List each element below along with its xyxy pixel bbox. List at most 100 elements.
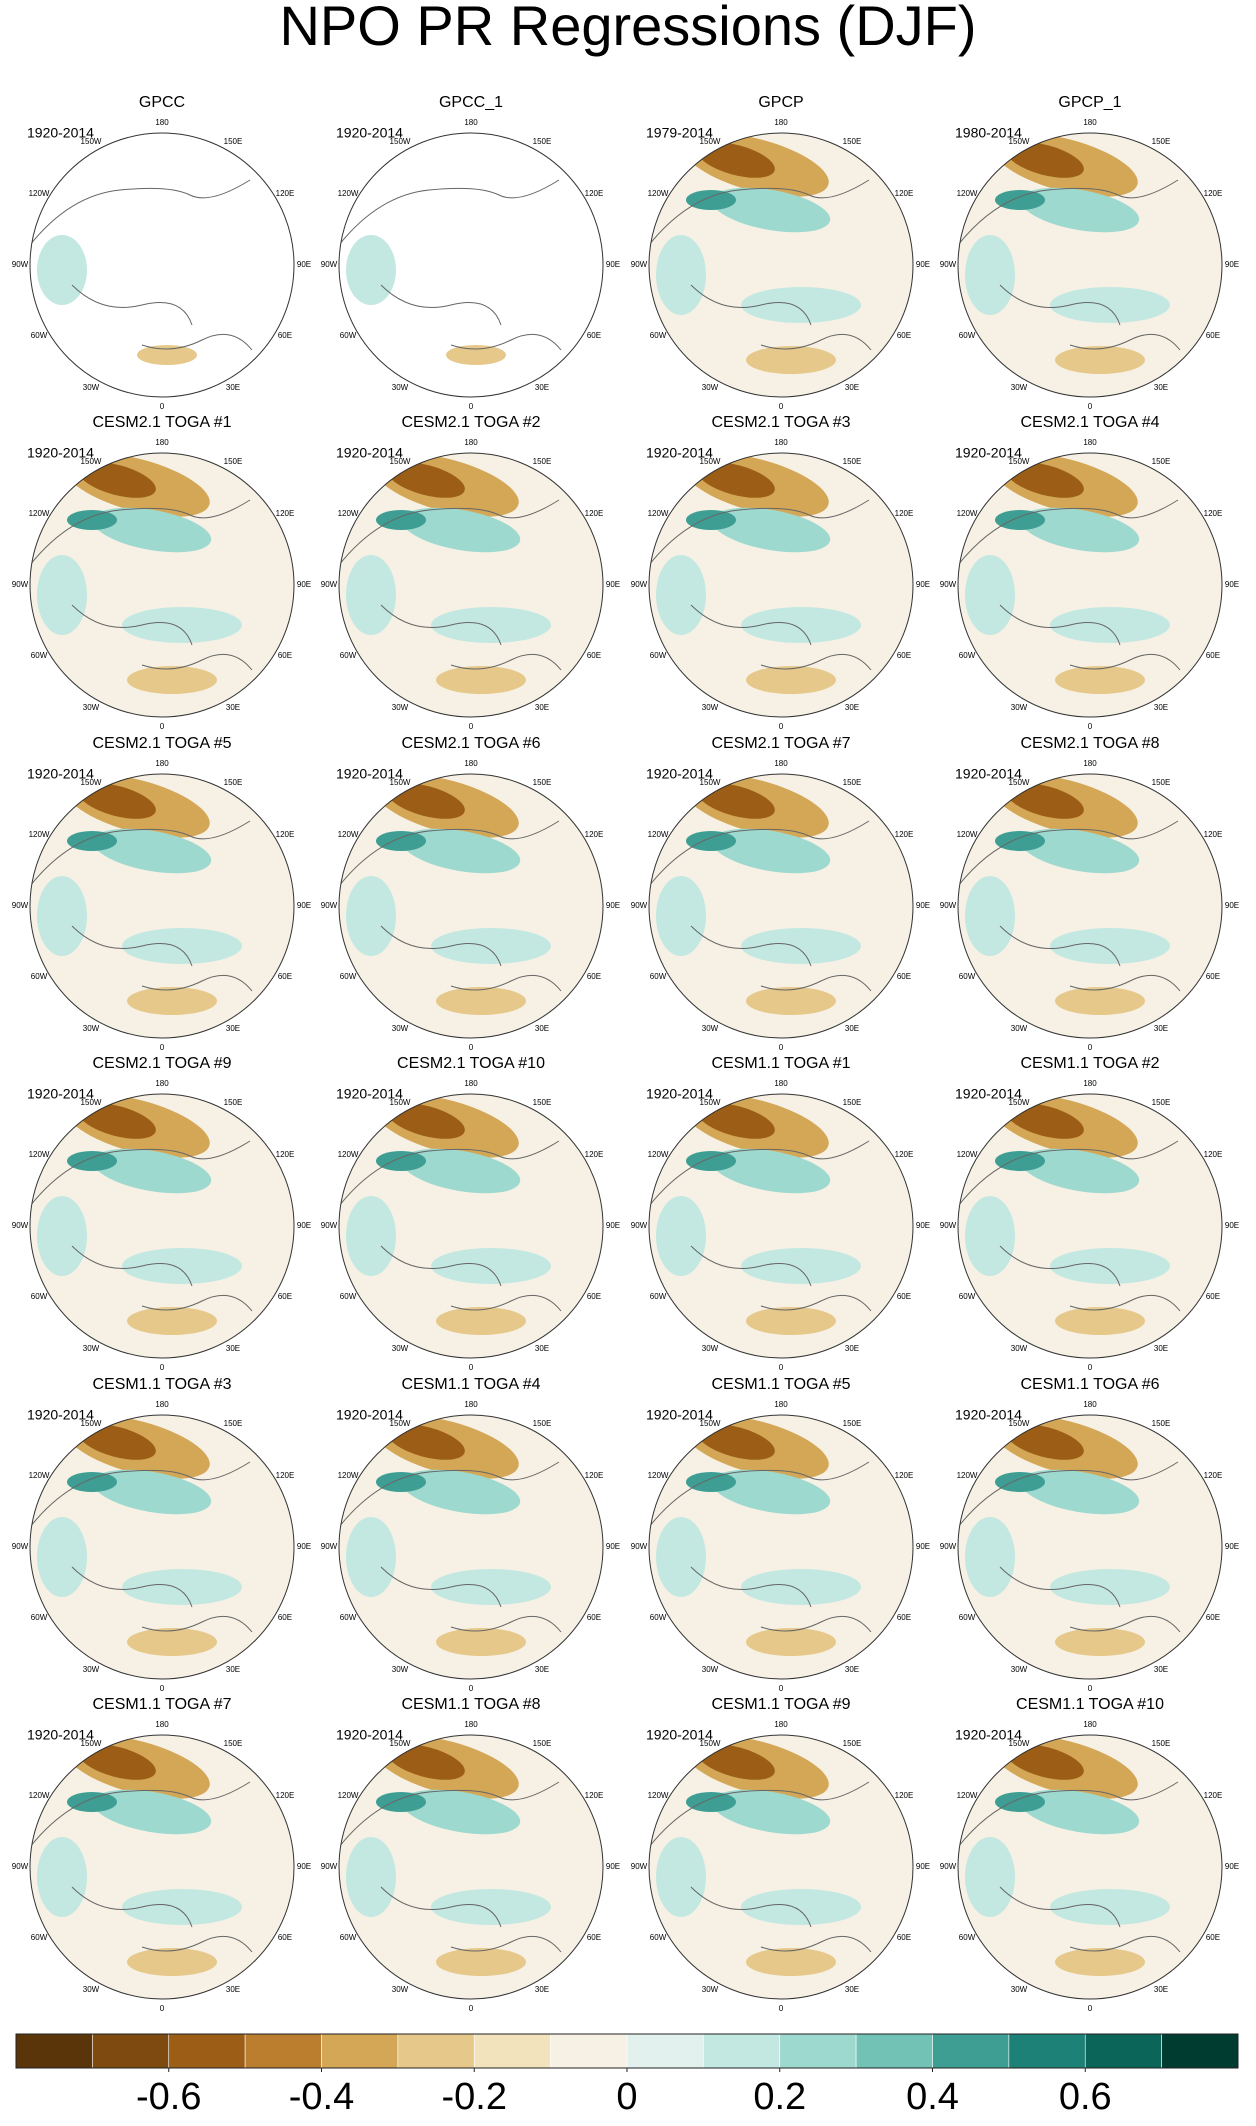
map-panel: CESM2.1 TOGA #6 1920-2014 180 150E 120E 90E 60… xyxy=(321,735,620,1052)
field-patch xyxy=(127,1948,217,1976)
field-patch xyxy=(995,1151,1045,1171)
map-field xyxy=(30,774,253,1015)
field-patch xyxy=(92,1148,212,1194)
longitude-label: 0 xyxy=(160,1684,165,1693)
field-patch xyxy=(1006,1744,1084,1780)
longitude-label: 90W xyxy=(12,901,29,910)
field-patch xyxy=(376,1151,426,1171)
map-panel: CESM2.1 TOGA #8 1920-2014 180 150E 120E 90E 60… xyxy=(940,735,1239,1052)
longitude-label: 150E xyxy=(224,1739,243,1748)
panel-period: 1920-2014 xyxy=(646,766,713,782)
longitude-label: 180 xyxy=(464,118,478,127)
longitude-label: 120E xyxy=(585,1791,604,1800)
longitude-label: 150W xyxy=(81,137,102,146)
coastline xyxy=(649,1781,872,1953)
longitude-label: 150E xyxy=(1152,457,1171,466)
panel-title: CESM1.1 TOGA #7 xyxy=(92,1696,231,1713)
field-patch xyxy=(686,1792,736,1812)
longitude-label: 30W xyxy=(702,1985,719,1994)
longitude-label: 0 xyxy=(779,722,784,731)
field-patch xyxy=(746,666,836,694)
colorbar-tick-label: 0.2 xyxy=(753,2076,806,2118)
field-patch xyxy=(697,1424,775,1460)
field-patch xyxy=(965,876,1015,956)
longitude-label: 60E xyxy=(278,1292,292,1301)
longitude-label: 30W xyxy=(702,1344,719,1353)
longitude-label: 150E xyxy=(533,1419,552,1428)
coastline xyxy=(339,1140,562,1312)
longitude-label: 120E xyxy=(1204,1791,1223,1800)
longitude-label: 30W xyxy=(83,703,100,712)
field-patch xyxy=(965,235,1015,315)
longitude-label: 120E xyxy=(585,830,604,839)
longitude-label: 0 xyxy=(1088,1043,1093,1052)
field-patch xyxy=(656,1517,706,1597)
panel-title: GPCP xyxy=(758,94,803,111)
longitude-label: 120W xyxy=(648,189,669,198)
field-patch xyxy=(346,235,396,305)
longitude-label: 150E xyxy=(1152,1419,1171,1428)
field-patch xyxy=(1006,1424,1084,1460)
longitude-label: 150W xyxy=(390,1098,411,1107)
panel-title: CESM2.1 TOGA #1 xyxy=(92,414,231,431)
field-patch xyxy=(346,1517,396,1597)
panel-title: GPCC xyxy=(139,94,185,111)
map-border xyxy=(957,1734,1223,2000)
longitude-label: 60W xyxy=(959,1613,976,1622)
field-patch xyxy=(92,1469,212,1515)
field-patch xyxy=(1055,1628,1145,1656)
longitude-label: 120W xyxy=(957,830,978,839)
longitude-label: 150W xyxy=(390,1419,411,1428)
field-patch xyxy=(92,828,212,874)
longitude-label: 90E xyxy=(916,1221,930,1230)
longitude-label: 150W xyxy=(81,1739,102,1748)
longitude-label: 120W xyxy=(957,1471,978,1480)
longitude-label: 30W xyxy=(1011,1665,1028,1674)
longitude-label: 120W xyxy=(338,189,359,198)
longitude-label: 0 xyxy=(160,1043,165,1052)
coastline xyxy=(958,1781,1181,1953)
longitude-label: 0 xyxy=(1088,2004,1093,2013)
longitude-label: 150W xyxy=(700,778,721,787)
longitude-label: 60W xyxy=(959,1933,976,1942)
map-field xyxy=(339,1094,562,1335)
field-patch xyxy=(78,462,156,498)
colorbar-box xyxy=(244,2033,322,2069)
colorbar-tick-label: 0 xyxy=(616,2076,637,2118)
longitude-label: 60W xyxy=(340,1292,357,1301)
map-background xyxy=(339,133,603,397)
map-panel: CESM1.1 TOGA #10 1920-2014 180 150E 120E 90E 6… xyxy=(940,1696,1239,2013)
colorbar-box xyxy=(779,2033,857,2069)
longitude-label: 120E xyxy=(276,189,295,198)
panel-title: CESM1.1 TOGA #8 xyxy=(401,1696,540,1713)
longitude-label: 150E xyxy=(843,1098,862,1107)
map-field xyxy=(958,774,1181,1015)
longitude-label: 60E xyxy=(278,1613,292,1622)
longitude-label: 120E xyxy=(1204,509,1223,518)
longitude-label: 30W xyxy=(392,703,409,712)
map-background xyxy=(30,133,294,397)
longitude-label: 90E xyxy=(1225,260,1239,269)
longitude-label: 150W xyxy=(700,1739,721,1748)
longitude-label: 60E xyxy=(897,1292,911,1301)
longitude-label: 180 xyxy=(464,759,478,768)
field-patch xyxy=(741,1248,861,1284)
longitude-label: 30E xyxy=(535,1344,549,1353)
field-patch xyxy=(995,1472,1045,1492)
longitude-label: 90W xyxy=(631,1221,648,1230)
longitude-label: 90W xyxy=(321,1862,338,1871)
longitude-label: 120E xyxy=(895,509,914,518)
longitude-label: 90W xyxy=(321,1221,338,1230)
longitude-label: 90E xyxy=(1225,901,1239,910)
map-panel: GPCC 1920-2014 180 150E 120E 90E 60E 30E 0 30W 60W… xyxy=(12,94,311,411)
longitude-label: 60W xyxy=(340,651,357,660)
panel-period: 1920-2014 xyxy=(955,1086,1022,1102)
map-border xyxy=(957,452,1223,718)
panel-period: 1920-2014 xyxy=(27,1727,94,1743)
longitude-label: 30E xyxy=(1154,1985,1168,1994)
field-patch xyxy=(92,507,212,553)
field-patch xyxy=(78,1424,156,1460)
longitude-label: 30E xyxy=(1154,383,1168,392)
map-border xyxy=(338,132,604,398)
field-patch xyxy=(1006,783,1084,819)
